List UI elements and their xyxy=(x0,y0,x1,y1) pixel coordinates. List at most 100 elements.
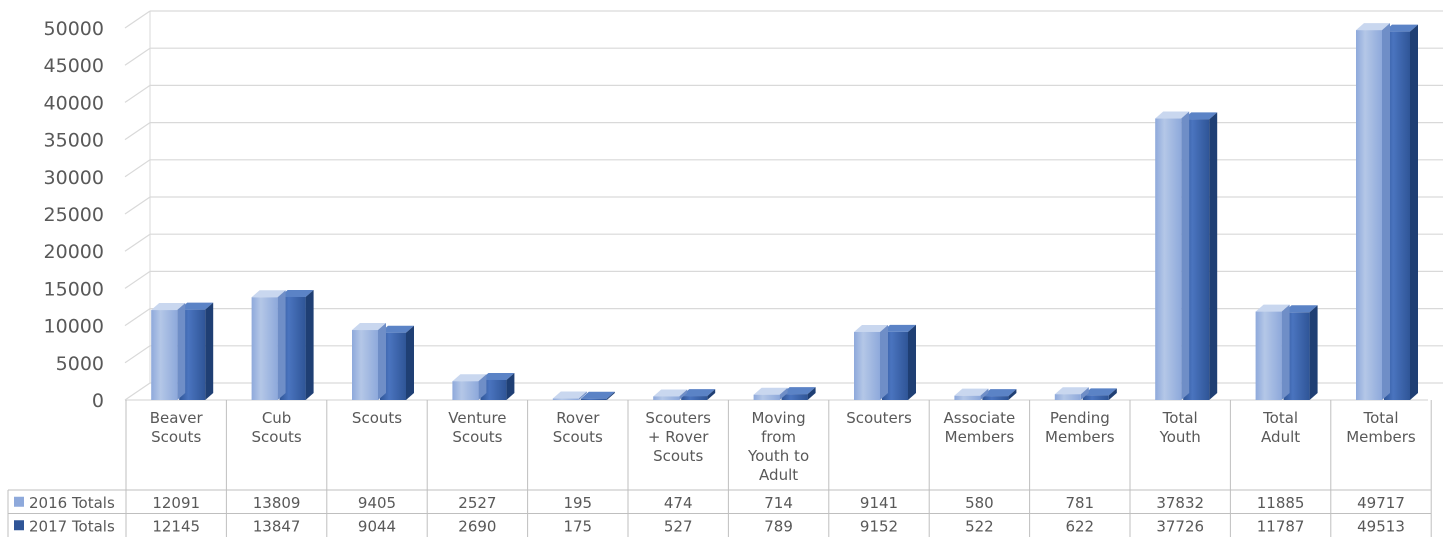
bar xyxy=(581,399,607,400)
bar xyxy=(754,395,780,400)
gridline-depth xyxy=(125,85,150,102)
x-tick-label: Associate Members xyxy=(944,409,1016,446)
data-table-value: 175 xyxy=(563,517,592,535)
gridline-depth xyxy=(125,197,150,214)
x-tick-label-line: Total xyxy=(1262,409,1298,427)
x-tick-label-line: Scouters xyxy=(846,409,912,427)
legend-swatch xyxy=(14,497,24,507)
x-tick-label: Beaver Scouts xyxy=(150,409,204,446)
data-table-value: 9152 xyxy=(860,517,898,535)
y-tick-label: 30000 xyxy=(44,167,104,189)
y-tick-label: 10000 xyxy=(44,316,104,338)
bar xyxy=(1155,119,1181,400)
data-table-value: 49513 xyxy=(1357,517,1405,535)
bar xyxy=(252,297,278,400)
bar xyxy=(352,330,378,400)
data-table-value: 195 xyxy=(563,494,592,512)
bar-top xyxy=(553,392,587,399)
data-table-value: 789 xyxy=(764,517,793,535)
x-tick-label-line: Beaver xyxy=(150,409,204,427)
bar xyxy=(782,394,808,400)
x-tick-label-line: Youth to xyxy=(747,447,809,465)
x-tick-label-line: Scouts xyxy=(653,447,703,465)
x-tick-label-line: Scouts xyxy=(252,428,302,446)
gridline-depth xyxy=(125,48,150,65)
bar xyxy=(151,310,177,400)
gridline-depth xyxy=(125,346,150,363)
x-tick-label: Rover Scouts xyxy=(553,409,603,446)
x-tick-label-line: Total xyxy=(1362,409,1398,427)
x-tick-label: Cub Scouts xyxy=(252,409,302,446)
gridline-depth xyxy=(125,309,150,326)
data-table-value: 781 xyxy=(1065,494,1094,512)
data-table-value: 12145 xyxy=(152,517,200,535)
bar xyxy=(1083,395,1109,400)
x-tick-label: Scouters xyxy=(846,409,912,427)
data-table-value: 2527 xyxy=(458,494,496,512)
x-tick-label-line: Members xyxy=(1346,428,1416,446)
bar-side xyxy=(177,303,185,400)
x-tick-label-line: Scouters xyxy=(645,409,711,427)
x-tick-label-line: Adult xyxy=(759,466,798,484)
gridline-depth xyxy=(125,160,150,177)
x-tick-label-line: Cub xyxy=(262,409,292,427)
x-tick-label-line: Youth xyxy=(1159,428,1201,446)
x-tick-label-line: Total xyxy=(1162,409,1198,427)
x-tick-label-line: Scouts xyxy=(151,428,201,446)
gridline-depth xyxy=(125,11,150,28)
data-table-value: 580 xyxy=(965,494,994,512)
x-tick-label: Total Youth xyxy=(1159,409,1201,446)
x-tick-label-line: Associate xyxy=(944,409,1016,427)
gridline-depth xyxy=(125,234,150,251)
bar xyxy=(553,399,579,400)
data-table-value: 13809 xyxy=(253,494,301,512)
bar-side xyxy=(1382,23,1390,400)
bar-side xyxy=(406,326,414,400)
y-tick-label: 20000 xyxy=(44,241,104,263)
data-table-value: 714 xyxy=(764,494,793,512)
data-table-value: 527 xyxy=(664,517,693,535)
legend-label: 2016 Totals xyxy=(29,494,115,512)
x-tick-label: Venture Scouts xyxy=(448,409,506,446)
bar-side xyxy=(1310,305,1318,400)
x-tick-label-line: Rover xyxy=(556,409,600,427)
data-table-value: 474 xyxy=(664,494,693,512)
legend-label: 2017 Totals xyxy=(29,517,115,535)
x-tick-label-line: Scouts xyxy=(553,428,603,446)
data-table-value: 13847 xyxy=(253,517,301,535)
bar-side xyxy=(205,303,213,400)
data-table-value: 12091 xyxy=(152,494,200,512)
gridline-depth xyxy=(125,271,150,288)
bar-side xyxy=(1181,112,1189,400)
bar xyxy=(1356,30,1382,400)
x-tick-label-line: Moving xyxy=(751,409,805,427)
bar xyxy=(954,396,980,400)
x-tick-label-line: Venture xyxy=(448,409,506,427)
y-tick-label: 40000 xyxy=(44,92,104,114)
bar-side xyxy=(378,323,386,400)
bar-side xyxy=(880,325,888,400)
x-tick-label-line: Adult xyxy=(1261,428,1300,446)
bar xyxy=(982,396,1008,400)
x-tick-label: Total Members xyxy=(1346,409,1416,446)
gridline-depth xyxy=(125,383,150,400)
x-tick-label-line: Scouts xyxy=(452,428,502,446)
bar xyxy=(1055,394,1081,400)
data-table-value: 49717 xyxy=(1357,494,1405,512)
bar-side xyxy=(1410,25,1418,400)
bar-side xyxy=(306,290,314,400)
y-tick-label: 15000 xyxy=(44,278,104,300)
y-tick-label: 0 xyxy=(92,390,104,412)
data-table-value: 37726 xyxy=(1156,517,1204,535)
bar xyxy=(452,381,478,400)
gridline-depth xyxy=(125,123,150,140)
bar xyxy=(681,396,707,400)
x-tick-label-line: from xyxy=(761,428,796,446)
y-tick-label: 45000 xyxy=(44,55,104,77)
x-tick-label-line: + Rover xyxy=(648,428,709,446)
x-tick-label-line: Scouts xyxy=(352,409,402,427)
y-tick-label: 5000 xyxy=(56,353,104,375)
data-table-value: 9405 xyxy=(358,494,396,512)
